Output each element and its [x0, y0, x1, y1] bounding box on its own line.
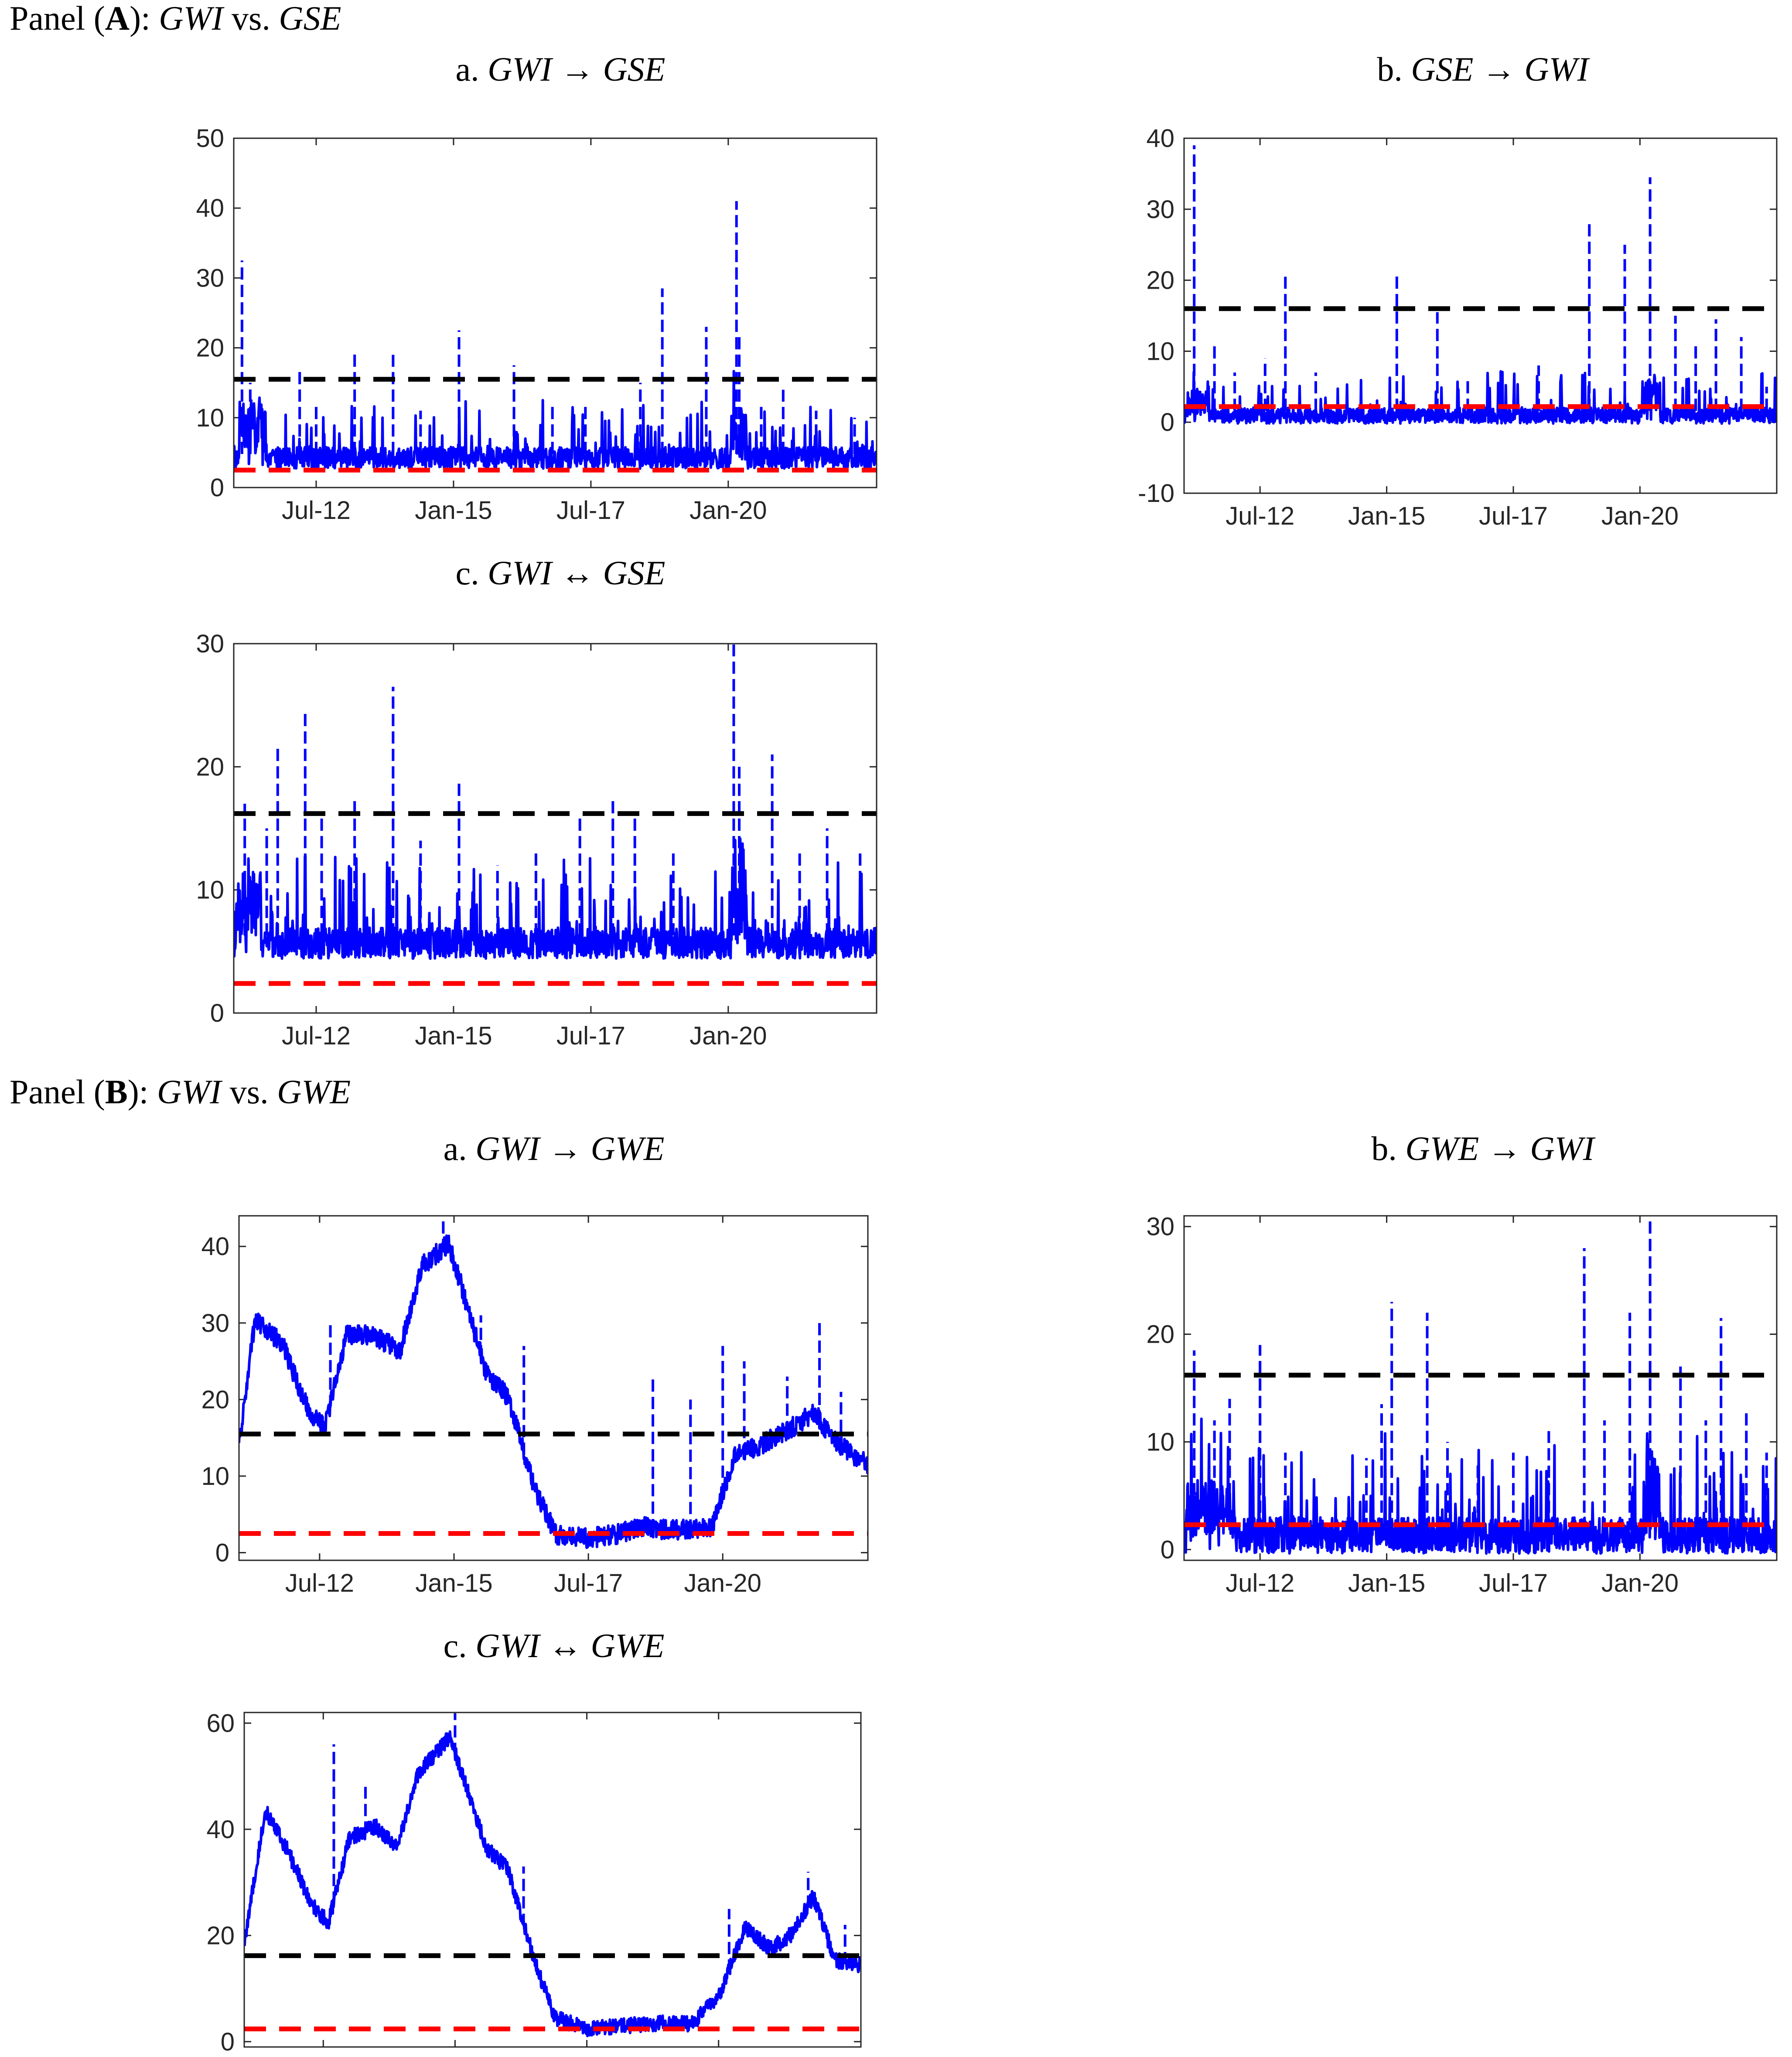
- x-tick-label: Jul-17: [556, 496, 625, 525]
- chart-title: a. GWI → GSE: [456, 50, 666, 88]
- y-tick-label: 40: [201, 1232, 229, 1261]
- plot-frame: [1183, 1215, 1778, 1561]
- plot-border: [1183, 1215, 1778, 1561]
- y-tick-label: 0: [210, 999, 224, 1027]
- chart-title: c. GWI ↔ GWE: [444, 1627, 665, 1665]
- x-tick-label: Jan-20: [1601, 502, 1679, 530]
- plot-border: [233, 643, 877, 1014]
- y-tick-label: 20: [206, 1921, 235, 1950]
- plot-area: [1184, 145, 1777, 425]
- x-tick-label: Jan-15: [415, 1569, 492, 1597]
- x-tick-label: Jul-17: [556, 1022, 625, 1050]
- y-tick-label: 20: [201, 1385, 229, 1414]
- x-tick-label: Jan-15: [415, 1022, 492, 1050]
- y-tick-label: 30: [1146, 1213, 1174, 1241]
- y-tick-label: 50: [196, 124, 224, 153]
- x-tick-label: Jul-12: [282, 496, 351, 525]
- plot-border: [233, 137, 877, 488]
- chart-title: b. GSE → GWI: [1377, 50, 1590, 88]
- y-tick-label: 10: [196, 404, 224, 432]
- plot-frame: [1183, 137, 1778, 494]
- x-tick-label: Jan-20: [689, 496, 767, 525]
- chart-gwi-to-gwe: a. GWI → GWE 0 10 20 30 40 Jul-12 Jan-15 Jul-17 J…: [201, 1129, 869, 1597]
- y-tick-label: 10: [1146, 1428, 1174, 1456]
- plot-area: [234, 645, 877, 986]
- series-line: [234, 370, 877, 470]
- y-tick-label: 30: [196, 264, 224, 292]
- y-tick-label: 10: [196, 876, 224, 904]
- x-tick-label: Jan-20: [680, 2056, 757, 2057]
- x-tick-label: Jan-20: [689, 1022, 767, 1050]
- plot-border: [238, 1215, 869, 1561]
- y-tick-label: 0: [215, 1538, 229, 1567]
- chart-gwi-bidir-gse: c. GWI ↔ GSE 0 10 20 30 Jul-12 Jan-15 Jul-17 Jan…: [196, 554, 877, 1050]
- plot-frame: [243, 1712, 862, 2048]
- x-tick-label: Jan-15: [1348, 1569, 1425, 1597]
- y-tick-label: -10: [1138, 479, 1174, 508]
- y-tick-label: 10: [201, 1462, 229, 1491]
- chart-title: c. GWI ↔ GSE: [456, 554, 666, 592]
- y-tick-label: 0: [1161, 1535, 1174, 1564]
- y-tick-label: 30: [196, 630, 224, 658]
- x-tick-label: Jul-12: [289, 2056, 358, 2057]
- panel-a-heading: Panel (A): GWI vs. GSE: [10, 0, 341, 37]
- series-line: [234, 837, 877, 960]
- x-tick-label: Jan-20: [684, 1569, 761, 1597]
- chart-title: b. GWE → GWI: [1371, 1129, 1596, 1167]
- plot-border: [243, 1712, 862, 2048]
- plot-frame: [233, 137, 877, 488]
- y-tick-label: 0: [221, 2028, 235, 2056]
- y-tick-label: 30: [1146, 195, 1174, 224]
- x-tick-label: Jan-15: [415, 496, 492, 525]
- y-tick-label: 20: [1146, 1320, 1174, 1349]
- plot-area: [234, 201, 877, 473]
- plot-border: [1183, 137, 1778, 494]
- plot-frame: [238, 1215, 869, 1561]
- y-tick-label: 60: [206, 1709, 235, 1737]
- y-tick-label: 40: [1146, 124, 1174, 153]
- y-tick-label: 20: [196, 334, 224, 362]
- y-tick-label: 40: [196, 194, 224, 222]
- panel-b-heading: Panel (B): GWI vs. GWE: [10, 1073, 351, 1111]
- series-line: [244, 1730, 861, 2037]
- y-tick-label: 40: [206, 1815, 235, 1844]
- x-tick-label: Jan-15: [1348, 502, 1425, 530]
- x-tick-label: Jan-15: [416, 2056, 494, 2057]
- chart-title: a. GWI → GWE: [444, 1129, 665, 1167]
- x-tick-label: Jul-12: [285, 1569, 354, 1597]
- x-tick-label: Jul-17: [554, 1569, 623, 1597]
- plot-area: [239, 1217, 868, 1549]
- chart-gwe-to-gwi: b. GWE → GWI 0 10 20 30 Jul-12 Jan-15 Jul-17 Jan…: [1146, 1129, 1778, 1597]
- chart-gse-to-gwi: b. GSE → GWI -10 0 10 20 30 40 Jul-12 Jan-15 Jul-…: [1138, 50, 1778, 530]
- y-tick-label: 10: [1146, 337, 1174, 365]
- chart-gwi-to-gse: a. GWI → GSE 0 10 20 30 40 50 Jul-12 Jan-15 Jul-1…: [196, 50, 877, 525]
- x-tick-label: Jul-12: [282, 1022, 351, 1050]
- y-tick-label: 30: [201, 1309, 229, 1337]
- series-line: [1184, 1417, 1777, 1555]
- x-tick-label: Jul-17: [1479, 502, 1548, 530]
- chart-gwi-bidir-gwe: c. GWI ↔ GWE 0 20 40 60 Jul-12 Jan-15 Jul-17 Jan…: [206, 1627, 862, 2057]
- x-tick-label: Jan-20: [1601, 1569, 1679, 1597]
- y-tick-label: 0: [1161, 408, 1174, 437]
- plot-area: [244, 1713, 861, 2037]
- y-tick-label: 20: [196, 753, 224, 781]
- x-tick-label: Jul-17: [1479, 1569, 1548, 1597]
- x-tick-label: Jul-12: [1225, 502, 1294, 530]
- y-tick-label: 0: [210, 474, 224, 502]
- x-tick-label: Jul-17: [553, 2056, 621, 2057]
- plot-area: [1184, 1217, 1777, 1555]
- x-tick-label: Jul-12: [1225, 1569, 1294, 1597]
- y-tick-label: 20: [1146, 266, 1174, 295]
